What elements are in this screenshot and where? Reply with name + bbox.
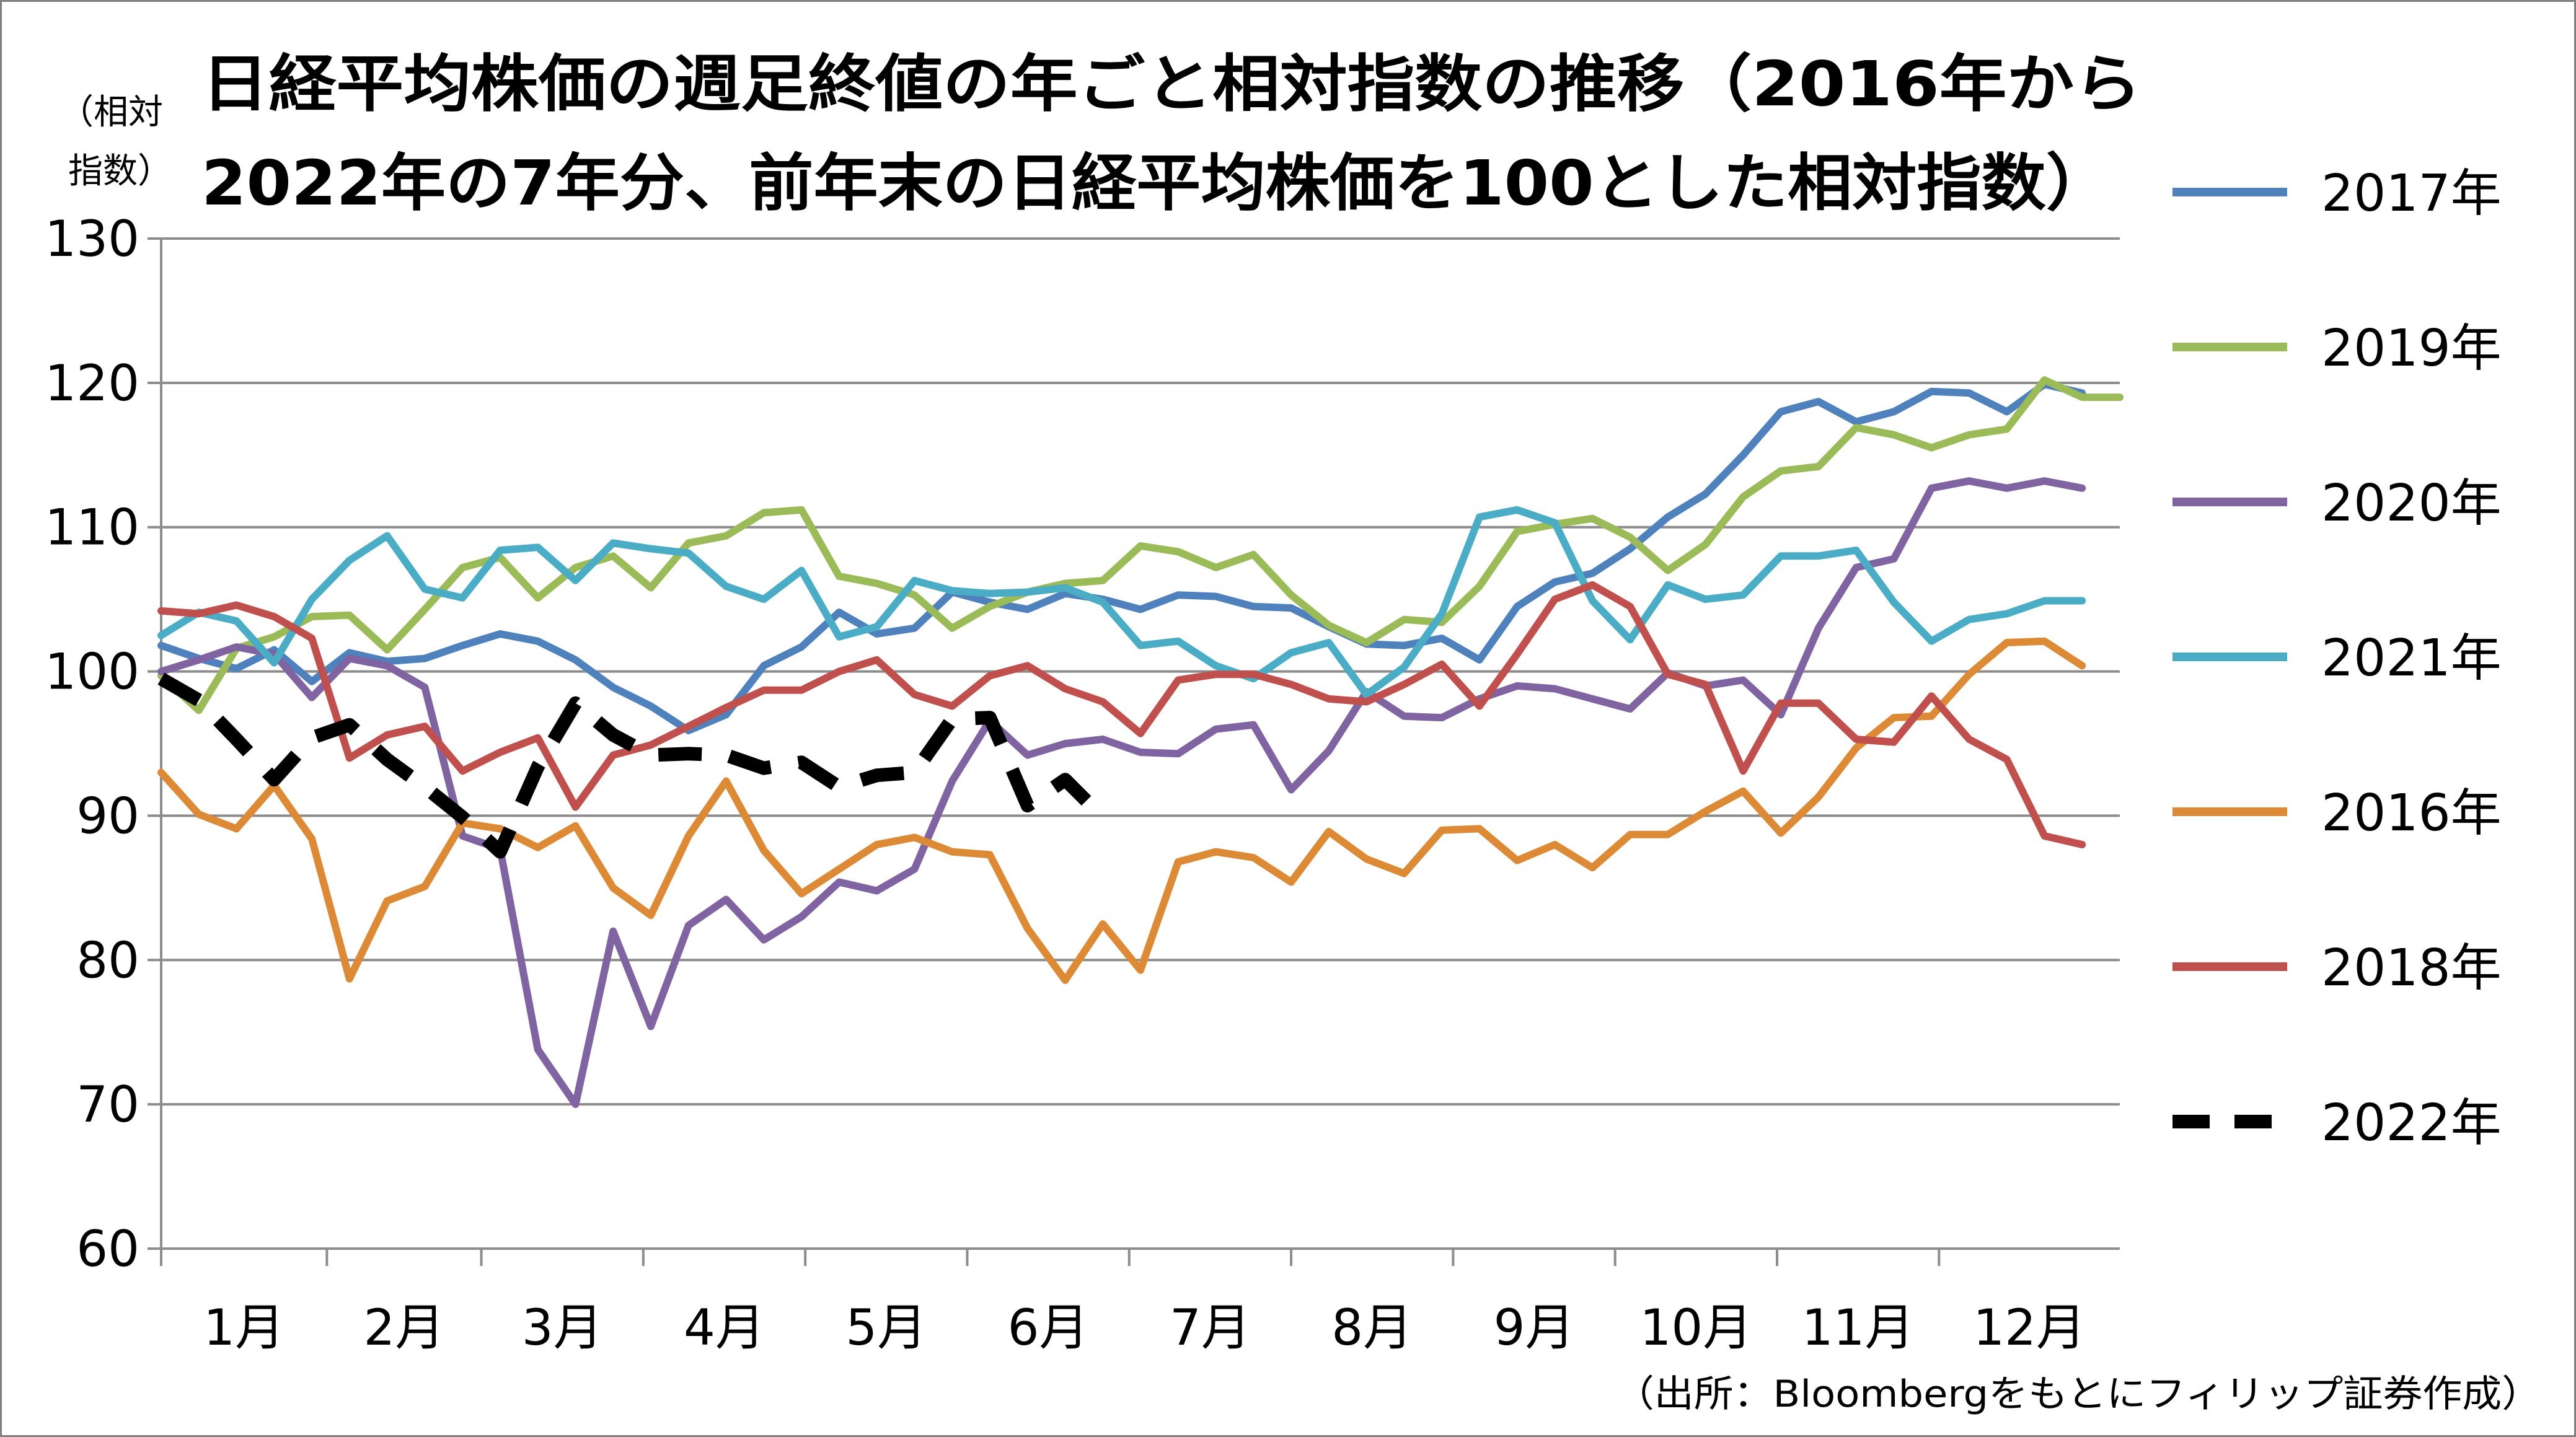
x-tick-label: 4月 bbox=[684, 1299, 765, 1356]
y-tick-label: 120 bbox=[45, 354, 139, 412]
y-tick-label: 100 bbox=[45, 643, 139, 701]
x-tick-label: 10月 bbox=[1639, 1299, 1752, 1356]
legend-label: 2017年 bbox=[2321, 164, 2502, 223]
y-tick-label: 130 bbox=[45, 210, 139, 268]
series-line-2017年 bbox=[157, 380, 2086, 734]
chart-title-line-2: 2022年の7年分、前年末の日経平均株価を100とした相対指数） bbox=[201, 147, 2111, 219]
y-axis: 60 70 80 90 100 110 120 130 bbox=[45, 210, 162, 1278]
source-note: （出所：Bloombergをもとにフィリップ証券作成） bbox=[1615, 1373, 2541, 1416]
y-tick-label: 60 bbox=[76, 1220, 139, 1278]
y-tick-label: 110 bbox=[45, 499, 139, 556]
legend-label: 2018年 bbox=[2321, 939, 2502, 998]
series-line-2019年 bbox=[157, 376, 2124, 714]
y-tick-label: 80 bbox=[76, 931, 139, 989]
legend: 2017年 2019年 2020年 2021年 2016年 2018年 2022年 bbox=[2172, 164, 2502, 1153]
series-lines bbox=[157, 376, 2124, 1109]
y-tick-label: 90 bbox=[76, 787, 139, 845]
gridlines bbox=[161, 237, 2120, 1106]
y-tick-label: 70 bbox=[76, 1076, 139, 1133]
series-line-2018年 bbox=[157, 581, 2086, 848]
series-line-2021年 bbox=[157, 506, 2086, 698]
x-axis: 1月 2月 3月 4月 5月 6月 7月 8月 9月 10月 11月 12月 bbox=[160, 1247, 2120, 1356]
x-tick-label: 1月 bbox=[203, 1299, 285, 1356]
series-line-2022年 bbox=[157, 672, 1108, 859]
x-tick-label: 9月 bbox=[1494, 1299, 1575, 1356]
legend-label: 2021年 bbox=[2321, 629, 2502, 688]
chart-title-line-1: 日経平均株価の週足終値の年ごと相対指数の推移（2016年から bbox=[201, 48, 2142, 120]
x-tick-label: 2月 bbox=[364, 1299, 445, 1356]
x-tick-label: 3月 bbox=[522, 1299, 603, 1356]
legend-label: 2020年 bbox=[2321, 474, 2502, 533]
x-tick-label: 12月 bbox=[1973, 1299, 2086, 1356]
x-tick-label: 6月 bbox=[1008, 1299, 1089, 1356]
legend-label: 2022年 bbox=[2321, 1094, 2502, 1153]
x-tick-label: 11月 bbox=[1802, 1299, 1915, 1356]
y-axis-label-line-2: 指数） bbox=[68, 151, 172, 191]
x-tick-label: 7月 bbox=[1170, 1299, 1251, 1356]
legend-label: 2016年 bbox=[2321, 784, 2502, 843]
y-axis-label-line-1: （相対 bbox=[59, 92, 163, 133]
series-line-2020年 bbox=[157, 477, 2086, 1109]
legend-label: 2019年 bbox=[2321, 319, 2502, 378]
series-line-2016年 bbox=[157, 637, 2086, 984]
x-tick-label: 5月 bbox=[845, 1299, 927, 1356]
x-tick-label: 8月 bbox=[1331, 1299, 1413, 1356]
